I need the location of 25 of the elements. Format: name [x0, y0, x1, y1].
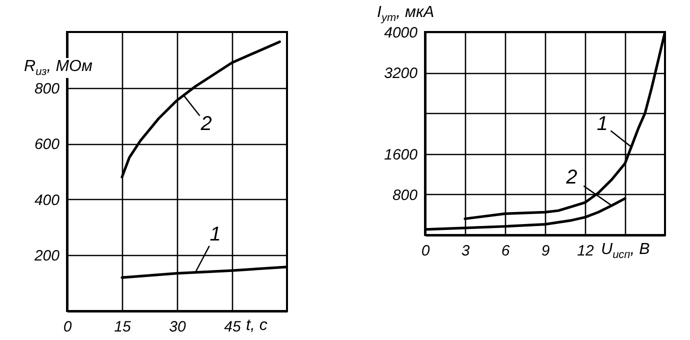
x-tick-label: 0 [421, 242, 430, 260]
y-tick-label: 1600 [384, 146, 418, 164]
y-tick-label: 200 [33, 248, 60, 265]
x-tick-label: 45 [224, 318, 242, 336]
x-tick-label: 0 [63, 318, 72, 336]
y-tick-label: 800 [392, 186, 418, 204]
annotation: 2 [200, 113, 212, 136]
y-tick-label: 3200 [384, 65, 418, 82]
y-tick-label: 4000 [384, 24, 418, 42]
x-axis-title: U$_{исп}$, В [599, 241, 652, 262]
x-tick-label: 6 [501, 242, 510, 260]
annotation: 1 [596, 113, 608, 136]
x-tick-label: 3 [461, 242, 470, 260]
x-tick-label: 12 [577, 242, 594, 260]
y-axis-title: I$_{ут}$, мкА [375, 4, 436, 24]
y-axis-title: R$_{из}$, МОм [22, 58, 94, 78]
y-tick-label: 600 [34, 136, 60, 154]
y-tick-label: 400 [34, 192, 60, 209]
annotation: 2 [565, 166, 578, 189]
x-tick-label: 30 [169, 318, 186, 336]
annotation: 1 [210, 224, 221, 246]
x-axis-title: t, с [244, 317, 270, 335]
x-tick-label: 9 [541, 242, 550, 260]
y-tick-label: 800 [34, 80, 60, 98]
x-tick-label: 15 [114, 318, 132, 336]
